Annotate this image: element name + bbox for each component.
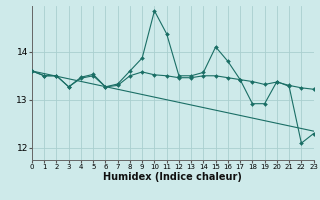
X-axis label: Humidex (Indice chaleur): Humidex (Indice chaleur) [103, 172, 242, 182]
